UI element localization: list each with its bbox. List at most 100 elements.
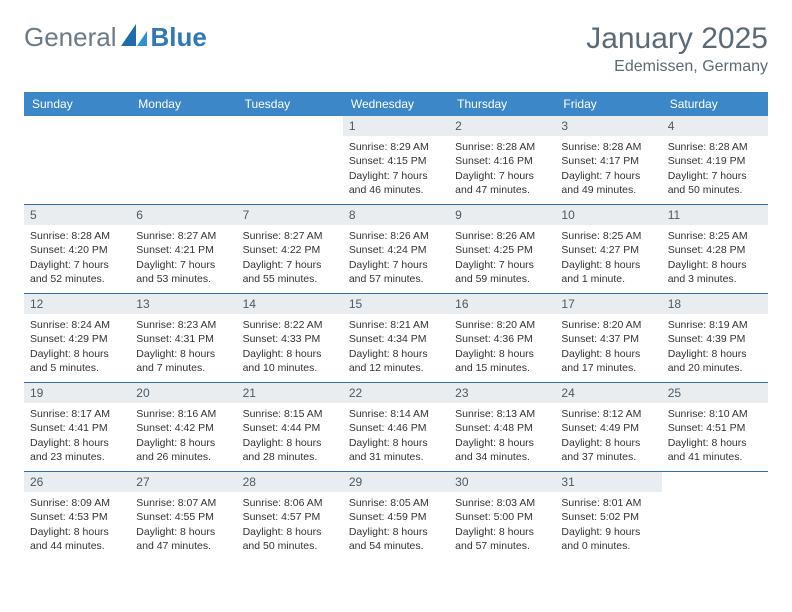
day-number: 1 <box>343 116 449 136</box>
brand-part1: General <box>24 22 117 53</box>
sunrise-line: Sunrise: 8:20 AM <box>561 318 655 332</box>
dayname-sat: Saturday <box>662 92 768 116</box>
sunset-line: Sunset: 4:41 PM <box>30 421 124 435</box>
sunrise-line: Sunrise: 8:19 AM <box>668 318 762 332</box>
calendar-cell: 18Sunrise: 8:19 AMSunset: 4:39 PMDayligh… <box>662 294 768 382</box>
sunrise-line: Sunrise: 8:22 AM <box>243 318 337 332</box>
sunrise-line: Sunrise: 8:17 AM <box>30 407 124 421</box>
sunset-line: Sunset: 4:25 PM <box>455 243 549 257</box>
daylight-line: Daylight: 7 hours and 59 minutes. <box>455 258 549 286</box>
sunset-line: Sunset: 4:44 PM <box>243 421 337 435</box>
calendar-cell: 15 Sunrise: 8:21 AMSunset: 4:34 PMDayligh… <box>343 294 449 382</box>
day-number: 24 <box>555 383 661 403</box>
calendar-cell: 14Sunrise: 8:22 AMSunset: 4:33 PMDayligh… <box>237 294 343 382</box>
sunrise-line: Sunrise: 8:07 AM <box>136 496 230 510</box>
location-label: Edemissen, Germany <box>586 58 768 76</box>
daylight-line: Daylight: 7 hours and 57 minutes. <box>349 258 443 286</box>
daylight-line: Daylight: 7 hours and 49 minutes. <box>561 169 655 197</box>
calendar-cell: 31Sunrise: 8:01 AMSunset: 5:02 PMDayligh… <box>555 472 661 560</box>
day-number: 28 <box>237 472 343 492</box>
daylight-line: Daylight: 7 hours and 50 minutes. <box>668 169 762 197</box>
day-number: 8 <box>343 205 449 225</box>
daylight-line: Daylight: 8 hours and 3 minutes. <box>668 258 762 286</box>
calendar-cell: 23Sunrise: 8:13 AMSunset: 4:48 PMDayligh… <box>449 383 555 471</box>
day-number: 30 <box>449 472 555 492</box>
brand-part2: Blue <box>151 22 207 53</box>
day-number: 12 <box>24 294 130 314</box>
sunset-line: Sunset: 5:00 PM <box>455 510 549 524</box>
sunrise-line: Sunrise: 8:27 AM <box>243 229 337 243</box>
daylight-line: Daylight: 8 hours and 34 minutes. <box>455 436 549 464</box>
daylight-line: Daylight: 9 hours and 0 minutes. <box>561 525 655 553</box>
day-number: 6 <box>130 205 236 225</box>
sunset-line: Sunset: 4:39 PM <box>668 332 762 346</box>
day-number: 11 <box>662 205 768 225</box>
day-number: 17 <box>555 294 661 314</box>
daylight-line: Daylight: 7 hours and 53 minutes. <box>136 258 230 286</box>
calendar-cell: 24Sunrise: 8:12 AMSunset: 4:49 PMDayligh… <box>555 383 661 471</box>
sunset-line: Sunset: 4:21 PM <box>136 243 230 257</box>
calendar-cell: 30Sunrise: 8:03 AMSunset: 5:00 PMDayligh… <box>449 472 555 560</box>
day-number: 7 <box>237 205 343 225</box>
sunset-line: Sunset: 4:33 PM <box>243 332 337 346</box>
sunset-line: Sunset: 4:29 PM <box>30 332 124 346</box>
calendar-cell: 7Sunrise: 8:27 AMSunset: 4:22 PMDaylight… <box>237 205 343 293</box>
calendar-grid: 1Sunrise: 8:29 AMSunset: 4:15 PMDaylight… <box>24 116 768 560</box>
calendar-cell: 22Sunrise: 8:14 AMSunset: 4:46 PMDayligh… <box>343 383 449 471</box>
sunset-line: Sunset: 4:28 PM <box>668 243 762 257</box>
day-number: 16 <box>449 294 555 314</box>
calendar-cell: 19Sunrise: 8:17 AMSunset: 4:41 PMDayligh… <box>24 383 130 471</box>
day-number: 20 <box>130 383 236 403</box>
calendar-cell <box>237 116 343 204</box>
day-number: 4 <box>662 116 768 136</box>
sunrise-line: Sunrise: 8:28 AM <box>668 140 762 154</box>
daylight-line: Daylight: 8 hours and 15 minutes. <box>455 347 549 375</box>
calendar-cell: 13Sunrise: 8:23 AMSunset: 4:31 PMDayligh… <box>130 294 236 382</box>
day-number: 15 <box>343 294 449 314</box>
title-block: January 2025 Edemissen, Germany <box>586 22 768 76</box>
sunset-line: Sunset: 4:59 PM <box>349 510 443 524</box>
sunset-line: Sunset: 5:02 PM <box>561 510 655 524</box>
calendar-cell: 3Sunrise: 8:28 AMSunset: 4:17 PMDaylight… <box>555 116 661 204</box>
header: General Blue January 2025 Edemissen, Ger… <box>24 22 768 76</box>
dayname-thu: Thursday <box>449 92 555 116</box>
sunset-line: Sunset: 4:46 PM <box>349 421 443 435</box>
day-number: 14 <box>237 294 343 314</box>
sunrise-line: Sunrise: 8:21 AM <box>349 318 443 332</box>
daylight-line: Daylight: 8 hours and 41 minutes. <box>668 436 762 464</box>
daylight-line: Daylight: 8 hours and 1 minute. <box>561 258 655 286</box>
calendar-cell: 6Sunrise: 8:27 AMSunset: 4:21 PMDaylight… <box>130 205 236 293</box>
sunset-line: Sunset: 4:53 PM <box>30 510 124 524</box>
sunrise-line: Sunrise: 8:12 AM <box>561 407 655 421</box>
sunset-line: Sunset: 4:36 PM <box>455 332 549 346</box>
sunset-line: Sunset: 4:34 PM <box>349 332 443 346</box>
sunset-line: Sunset: 4:27 PM <box>561 243 655 257</box>
daylight-line: Daylight: 8 hours and 37 minutes. <box>561 436 655 464</box>
sunset-line: Sunset: 4:17 PM <box>561 154 655 168</box>
sunrise-line: Sunrise: 8:06 AM <box>243 496 337 510</box>
sunrise-line: Sunrise: 8:28 AM <box>561 140 655 154</box>
day-number: 2 <box>449 116 555 136</box>
sunrise-line: Sunrise: 8:14 AM <box>349 407 443 421</box>
daylight-line: Daylight: 7 hours and 46 minutes. <box>349 169 443 197</box>
sunset-line: Sunset: 4:19 PM <box>668 154 762 168</box>
calendar-cell: 26Sunrise: 8:09 AMSunset: 4:53 PMDayligh… <box>24 472 130 560</box>
calendar-cell: 1Sunrise: 8:29 AMSunset: 4:15 PMDaylight… <box>343 116 449 204</box>
sunrise-line: Sunrise: 8:15 AM <box>243 407 337 421</box>
daylight-line: Daylight: 8 hours and 12 minutes. <box>349 347 443 375</box>
sunset-line: Sunset: 4:55 PM <box>136 510 230 524</box>
calendar-cell <box>130 116 236 204</box>
sunrise-line: Sunrise: 8:16 AM <box>136 407 230 421</box>
daylight-line: Daylight: 8 hours and 23 minutes. <box>30 436 124 464</box>
dayname-tue: Tuesday <box>237 92 343 116</box>
sunset-line: Sunset: 4:42 PM <box>136 421 230 435</box>
calendar-cell: 27Sunrise: 8:07 AMSunset: 4:55 PMDayligh… <box>130 472 236 560</box>
month-title: January 2025 <box>586 22 768 56</box>
calendar-cell: 25Sunrise: 8:10 AMSunset: 4:51 PMDayligh… <box>662 383 768 471</box>
daylight-line: Daylight: 8 hours and 47 minutes. <box>136 525 230 553</box>
calendar-cell: 12Sunrise: 8:24 AMSunset: 4:29 PMDayligh… <box>24 294 130 382</box>
daylight-line: Daylight: 8 hours and 5 minutes. <box>30 347 124 375</box>
sunrise-line: Sunrise: 8:28 AM <box>455 140 549 154</box>
day-number: 22 <box>343 383 449 403</box>
calendar-cell: 10Sunrise: 8:25 AMSunset: 4:27 PMDayligh… <box>555 205 661 293</box>
